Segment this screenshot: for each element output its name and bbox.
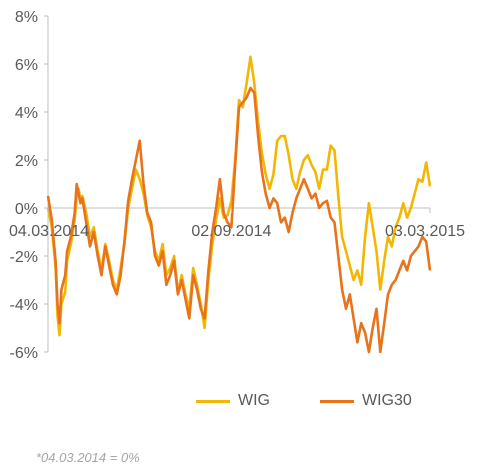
x-axis-labels: 04.03.2014 02.09.2014 03.03.2015 [9,208,465,240]
y-axis-ticks: 8% 6% 4% 2% 0% -2% -4% -6% [10,9,48,362]
y-tick-label: 0% [15,201,38,218]
y-tick-label: -2% [10,249,38,266]
x-tick-label: 04.03.2014 [9,223,89,240]
y-tick-label: -6% [10,345,38,362]
line-chart: 8% 6% 4% 2% 0% -2% -4% -6% 04.03.2014 02.09.2014… [9,9,465,362]
series-line-wig30 [46,86,432,354]
legend-swatch-wig30 [320,399,354,403]
series-group [46,55,432,354]
legend-swatch-wig [196,399,230,403]
legend-item-wig: WIG [196,392,270,410]
y-tick-label: 2% [15,153,38,170]
legend-label-wig: WIG [238,392,270,409]
legend-label-wig30: WIG30 [362,392,412,409]
x-tick-label: 02.09.2014 [191,223,271,240]
y-tick-label: 6% [15,57,38,74]
series-line-wig [46,55,432,337]
y-tick-label: -4% [10,297,38,314]
y-tick-label: 8% [15,9,38,26]
legend: WIG WIG30 [196,392,462,410]
footnote: *04.03.2014 = 0% [36,450,140,465]
x-tick-label: 03.03.2015 [385,223,465,240]
legend-item-wig30: WIG30 [320,392,412,410]
y-tick-label: 4% [15,105,38,122]
